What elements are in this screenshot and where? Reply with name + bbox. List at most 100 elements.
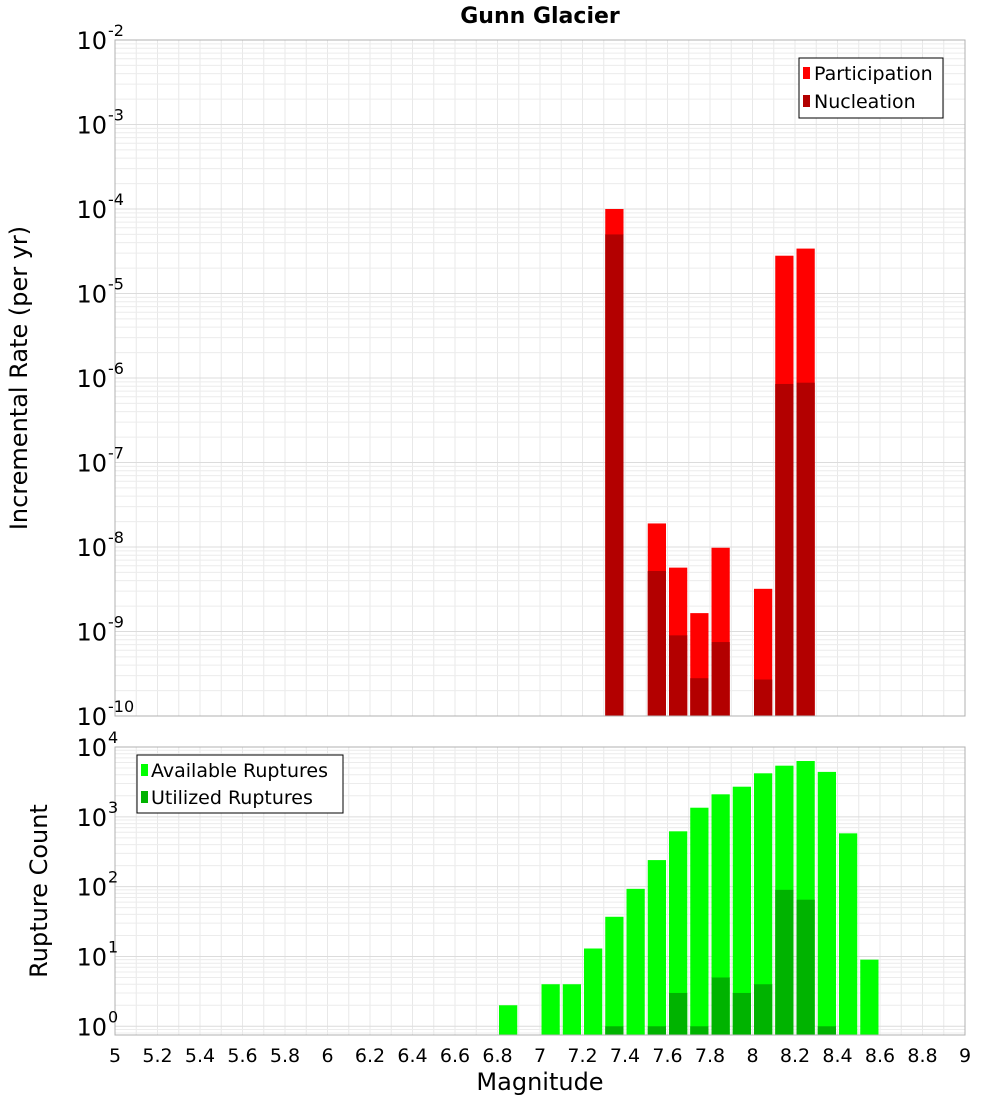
rate-y-tick-base: 10 — [76, 619, 107, 647]
rate-y-tick-exponent: -10 — [108, 697, 134, 716]
utilized-ruptures-bar — [605, 1026, 624, 1035]
magnitude-x-tick-label: 5.2 — [142, 1045, 172, 1067]
magnitude-x-tick-label: 5 — [109, 1045, 121, 1067]
rate-y-tick-exponent: -8 — [108, 528, 124, 547]
participation-legend-label: Participation — [814, 63, 933, 85]
utilized-ruptures-bar — [690, 1026, 709, 1035]
count-y-tick-exponent: 2 — [108, 868, 118, 887]
rate-y-axis-label: Incremental Rate (per yr) — [5, 226, 33, 530]
magnitude-x-tick-label: 8.2 — [780, 1045, 810, 1067]
count-y-axis-label: Rupture Count — [25, 804, 53, 978]
available-legend-swatch — [141, 764, 148, 776]
available-ruptures-bar — [605, 916, 624, 1035]
magnitude-x-tick-label: 8.8 — [907, 1045, 937, 1067]
available-ruptures-bar — [860, 959, 879, 1035]
magnitude-x-tick-label: 7.2 — [567, 1045, 597, 1067]
nucleation-bar — [605, 234, 624, 717]
available-legend-label: Available Ruptures — [151, 760, 328, 782]
count-y-tick-base: 10 — [76, 804, 107, 832]
count-y-tick-base: 10 — [76, 874, 107, 902]
chart-title: Gunn Glacier — [460, 4, 620, 29]
count-legend: Available Ruptures Utilized Ruptures — [136, 754, 344, 814]
available-ruptures-bar — [584, 948, 603, 1035]
available-ruptures-bar — [732, 786, 751, 1035]
available-ruptures-bar — [626, 888, 645, 1035]
magnitude-x-tick-label: 6.8 — [482, 1045, 512, 1067]
rate-y-tick-exponent: -2 — [108, 21, 124, 40]
count-y-tick-exponent: 1 — [108, 937, 118, 956]
available-ruptures-bar — [754, 773, 773, 1035]
magnitude-x-ticks: 5 5.2 5.4 5.6 5.8 6 6.2 6.4 6.6 6.8 7 7.2 7.4 7.6 7.8 8… — [109, 1045, 971, 1067]
count-y-tick-exponent: 4 — [108, 728, 118, 747]
rate-y-tick-exponent: -4 — [108, 190, 124, 209]
magnitude-x-tick-label: 5.8 — [270, 1045, 300, 1067]
magnitude-x-tick-label: 6 — [321, 1045, 333, 1067]
rate-legend: Participation Nucleation — [798, 57, 944, 119]
rate-plot-frame — [114, 39, 966, 717]
available-ruptures-bar — [499, 1005, 518, 1035]
nucleation-legend-label: Nucleation — [814, 91, 916, 113]
magnitude-x-tick-label: 6.4 — [397, 1045, 427, 1067]
nucleation-bar — [775, 383, 794, 716]
magnitude-x-tick-label: 5.6 — [227, 1045, 257, 1067]
nucleation-bar — [754, 679, 773, 716]
nucleation-bar — [690, 678, 709, 716]
magnitude-x-tick-label: 7.6 — [652, 1045, 682, 1067]
available-ruptures-bar — [711, 794, 730, 1035]
available-ruptures-bar — [839, 833, 858, 1035]
rate-y-tick-exponent: -5 — [108, 275, 124, 294]
available-ruptures-bar — [669, 831, 688, 1035]
rate-y-tick-base: 10 — [76, 703, 107, 731]
rate-y-tick-base: 10 — [76, 196, 107, 224]
rate-y-ticks: 10-210-310-410-510-610-710-810-910-10 — [76, 21, 134, 731]
count-y-tick-base: 10 — [76, 734, 107, 762]
count-plot-frame — [114, 746, 966, 1036]
utilized-ruptures-bar — [669, 992, 688, 1035]
nucleation-bar — [711, 642, 730, 716]
rate-legend-box — [798, 57, 944, 119]
utilized-legend-swatch — [141, 791, 148, 803]
rate-panel: 10-210-310-410-510-610-710-810-910-10 In… — [5, 21, 966, 731]
available-ruptures-bar — [541, 984, 560, 1035]
utilized-ruptures-bar — [754, 984, 773, 1035]
utilized-legend-label: Utilized Ruptures — [151, 787, 313, 809]
magnitude-x-axis-label: Magnitude — [476, 1068, 603, 1096]
nucleation-bar — [669, 635, 688, 716]
available-ruptures-bar — [817, 771, 836, 1035]
utilized-ruptures-bar — [796, 899, 815, 1035]
magnitude-x-tick-label: 8.4 — [822, 1045, 852, 1067]
magnitude-x-tick-label: 6.6 — [440, 1045, 470, 1067]
magnitude-x-tick-label: 9 — [959, 1045, 971, 1067]
utilized-ruptures-bar — [711, 977, 730, 1035]
count-y-tick-base: 10 — [76, 1013, 107, 1041]
available-ruptures-bar — [562, 984, 581, 1035]
available-ruptures-bar — [647, 860, 666, 1035]
rate-y-tick-base: 10 — [76, 112, 107, 140]
magnitude-x-tick-label: 7 — [534, 1045, 546, 1067]
magnitude-x-tick-label: 7.4 — [610, 1045, 640, 1067]
rate-gridlines — [115, 40, 965, 716]
utilized-ruptures-bar — [817, 1026, 836, 1035]
participation-legend-swatch — [803, 67, 810, 79]
rate-y-tick-exponent: -7 — [108, 444, 124, 463]
count-y-tick-exponent: 0 — [108, 1007, 118, 1026]
utilized-ruptures-bar — [732, 992, 751, 1035]
magnitude-x-tick-label: 6.2 — [355, 1045, 385, 1067]
magnitude-x-tick-label: 5.4 — [185, 1045, 215, 1067]
rate-y-tick-base: 10 — [76, 281, 107, 309]
utilized-ruptures-bar — [775, 889, 794, 1035]
rate-y-tick-base: 10 — [76, 450, 107, 478]
utilized-ruptures-bar — [647, 1026, 666, 1035]
count-legend-box — [136, 754, 344, 814]
rate-y-tick-exponent: -9 — [108, 613, 124, 632]
magnitude-x-tick-label: 8 — [746, 1045, 758, 1067]
rate-y-tick-exponent: -3 — [108, 106, 124, 125]
rate-y-tick-base: 10 — [76, 534, 107, 562]
rate-y-tick-base: 10 — [76, 27, 107, 55]
count-y-tick-exponent: 3 — [108, 798, 118, 817]
nucleation-legend-swatch — [803, 95, 810, 107]
magnitude-x-tick-label: 8.6 — [865, 1045, 895, 1067]
nucleation-bar — [647, 570, 666, 716]
